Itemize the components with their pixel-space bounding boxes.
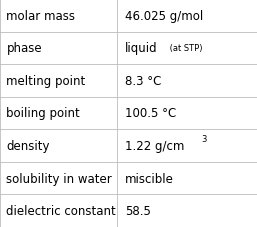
- Text: (at STP): (at STP): [167, 44, 202, 53]
- Text: 8.3 °C: 8.3 °C: [125, 75, 161, 88]
- Text: 58.5: 58.5: [125, 204, 151, 217]
- Text: dielectric constant: dielectric constant: [6, 204, 116, 217]
- Text: 100.5 °C: 100.5 °C: [125, 107, 176, 120]
- Text: miscible: miscible: [125, 172, 173, 185]
- Text: boiling point: boiling point: [6, 107, 80, 120]
- Text: liquid: liquid: [125, 42, 157, 55]
- Text: solubility in water: solubility in water: [6, 172, 112, 185]
- Text: 1.22 g/cm: 1.22 g/cm: [125, 139, 184, 152]
- Text: phase: phase: [6, 42, 42, 55]
- Text: 46.025 g/mol: 46.025 g/mol: [125, 10, 203, 23]
- Text: 3: 3: [201, 134, 207, 143]
- Text: melting point: melting point: [6, 75, 86, 88]
- Text: molar mass: molar mass: [6, 10, 75, 23]
- Text: density: density: [6, 139, 50, 152]
